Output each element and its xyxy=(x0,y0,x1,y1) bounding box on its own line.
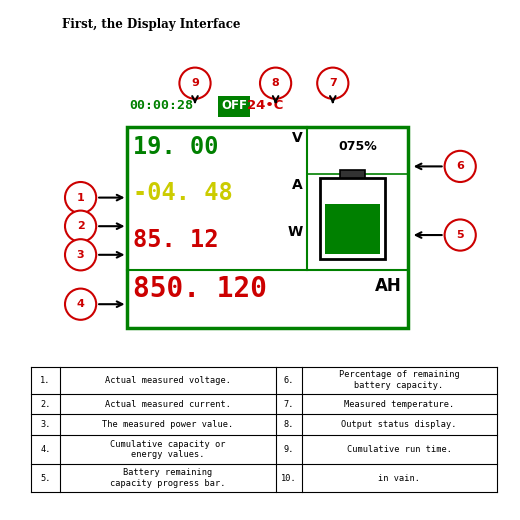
Text: -04. 48: -04. 48 xyxy=(133,181,232,205)
Text: 7.: 7. xyxy=(283,399,294,409)
Text: 3.: 3. xyxy=(40,420,51,430)
Text: Actual measured current.: Actual measured current. xyxy=(105,399,231,409)
Text: 4: 4 xyxy=(76,299,85,309)
Text: 850. 120: 850. 120 xyxy=(133,275,267,303)
Circle shape xyxy=(65,211,96,242)
Text: 00:00:28: 00:00:28 xyxy=(129,99,193,112)
Text: 1.: 1. xyxy=(40,375,51,385)
Text: 7: 7 xyxy=(329,78,336,88)
Bar xyxy=(127,127,408,328)
Text: 8: 8 xyxy=(272,78,279,88)
Text: 2.: 2. xyxy=(40,399,51,409)
Circle shape xyxy=(317,68,348,99)
Bar xyxy=(340,170,365,178)
Text: 19. 00: 19. 00 xyxy=(133,135,218,159)
Text: 24•C: 24•C xyxy=(247,99,283,112)
Text: 2: 2 xyxy=(77,221,84,231)
Text: First, the Display Interface: First, the Display Interface xyxy=(62,18,241,31)
Text: Cumulative run time.: Cumulative run time. xyxy=(347,445,451,454)
Text: V: V xyxy=(292,131,303,145)
Text: 5: 5 xyxy=(457,230,464,240)
Text: in vain.: in vain. xyxy=(378,474,420,483)
Text: Output status display.: Output status display. xyxy=(341,420,457,430)
Text: The measured power value.: The measured power value. xyxy=(102,420,233,430)
Text: 85. 12: 85. 12 xyxy=(133,228,218,252)
Bar xyxy=(325,204,380,254)
Circle shape xyxy=(65,182,96,213)
Text: AH: AH xyxy=(375,277,402,295)
Text: A: A xyxy=(292,178,303,192)
Text: 6.: 6. xyxy=(283,375,294,385)
Circle shape xyxy=(260,68,291,99)
Text: 1: 1 xyxy=(77,192,84,203)
Text: 8.: 8. xyxy=(283,420,294,430)
Text: Measured temperature.: Measured temperature. xyxy=(344,399,454,409)
Text: Percentage of remaining
battery capacity.: Percentage of remaining battery capacity… xyxy=(339,370,460,390)
Bar xyxy=(320,178,385,259)
Circle shape xyxy=(445,219,476,251)
Bar xyxy=(218,96,250,117)
Text: W: W xyxy=(288,225,303,239)
Text: Actual measured voltage.: Actual measured voltage. xyxy=(105,375,231,385)
Text: Cumulative capacity or
energy values.: Cumulative capacity or energy values. xyxy=(110,440,226,459)
Text: 9: 9 xyxy=(191,78,199,88)
Text: Battery remaining
capacity progress bar.: Battery remaining capacity progress bar. xyxy=(110,469,226,488)
Text: 4.: 4. xyxy=(40,445,51,454)
Text: 9.: 9. xyxy=(283,445,294,454)
Text: 10.: 10. xyxy=(281,474,296,483)
Circle shape xyxy=(65,239,96,270)
Text: OFF: OFF xyxy=(221,99,247,112)
Text: 5.: 5. xyxy=(40,474,51,483)
Text: 075%: 075% xyxy=(338,140,377,153)
Circle shape xyxy=(445,151,476,182)
Text: 3: 3 xyxy=(77,250,84,260)
Circle shape xyxy=(179,68,211,99)
Circle shape xyxy=(65,289,96,320)
Text: 6: 6 xyxy=(456,161,464,172)
